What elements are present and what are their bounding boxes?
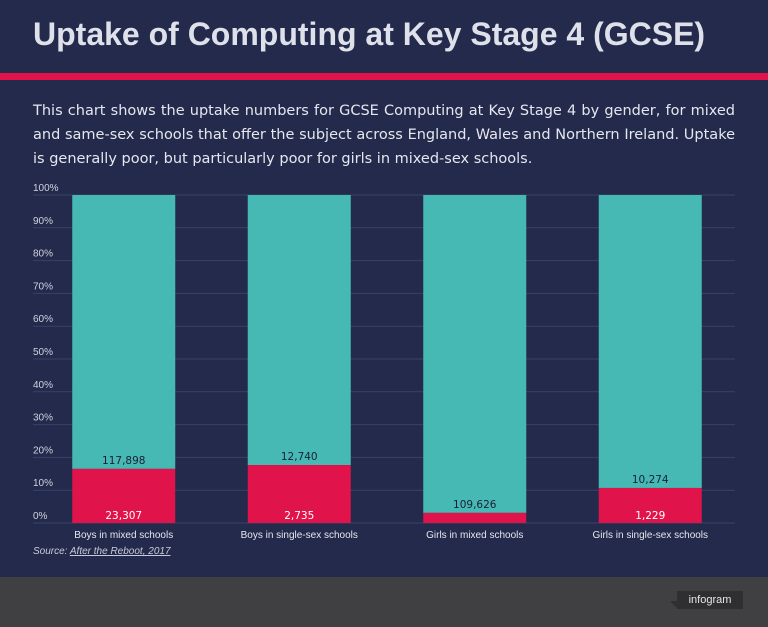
data-label-taken: 1,229 [635, 510, 665, 522]
category-label: Girls in mixed schools [426, 530, 523, 541]
source-prefix: Source: [33, 546, 70, 557]
y-tick-label: 40% [33, 380, 53, 391]
y-tick-label: 0% [33, 511, 48, 522]
data-label-not-taken: 117,898 [102, 455, 145, 467]
y-tick-label: 100% [33, 183, 59, 194]
category-label: Boys in mixed schools [74, 530, 173, 541]
bar-segment-not-taken [247, 195, 351, 466]
source-note: Source: After the Reboot, 2017 [33, 546, 171, 557]
bar-segment-taken [598, 487, 702, 523]
bar-segment-taken [423, 512, 527, 523]
data-label-not-taken: 10,274 [632, 474, 669, 486]
bar-segment-taken [72, 468, 176, 523]
bar-segment-taken [247, 465, 351, 523]
chart-description: This chart shows the uptake numbers for … [33, 103, 735, 167]
source-link[interactable]: After the Reboot, 2017 [69, 546, 171, 557]
footer-bar [0, 577, 768, 627]
bar-segment-not-taken [423, 195, 527, 513]
bar-segment-not-taken [72, 195, 176, 469]
y-tick-label: 60% [33, 314, 53, 325]
title-underline [0, 73, 768, 80]
data-label-not-taken: 12,740 [281, 451, 318, 463]
y-tick-label: 70% [33, 281, 53, 292]
infogram-badge-tail [670, 601, 678, 609]
bar-segment-not-taken [598, 195, 702, 488]
data-label-taken: 2,735 [284, 510, 314, 522]
y-tick-label: 20% [33, 445, 53, 456]
data-label-not-taken: 109,626 [453, 499, 497, 511]
y-tick-label: 80% [33, 249, 53, 260]
infogram-badge[interactable]: infogram [677, 591, 743, 609]
category-label: Boys in single-sex schools [241, 530, 358, 541]
y-tick-label: 10% [33, 478, 53, 489]
data-label-taken: 23,307 [105, 510, 142, 522]
stacked-bar-chart: 0% 10% 20% 30% 40% 50% 60% 70% 80% 90% 100% 117,898… [33, 183, 735, 541]
category-label: Girls in single-sex schools [592, 530, 708, 541]
y-tick-label: 90% [33, 216, 53, 227]
y-tick-label: 30% [33, 413, 53, 424]
y-tick-label: 50% [33, 347, 53, 358]
chart-title: Uptake of Computing at Key Stage 4 (GCSE… [33, 16, 706, 52]
